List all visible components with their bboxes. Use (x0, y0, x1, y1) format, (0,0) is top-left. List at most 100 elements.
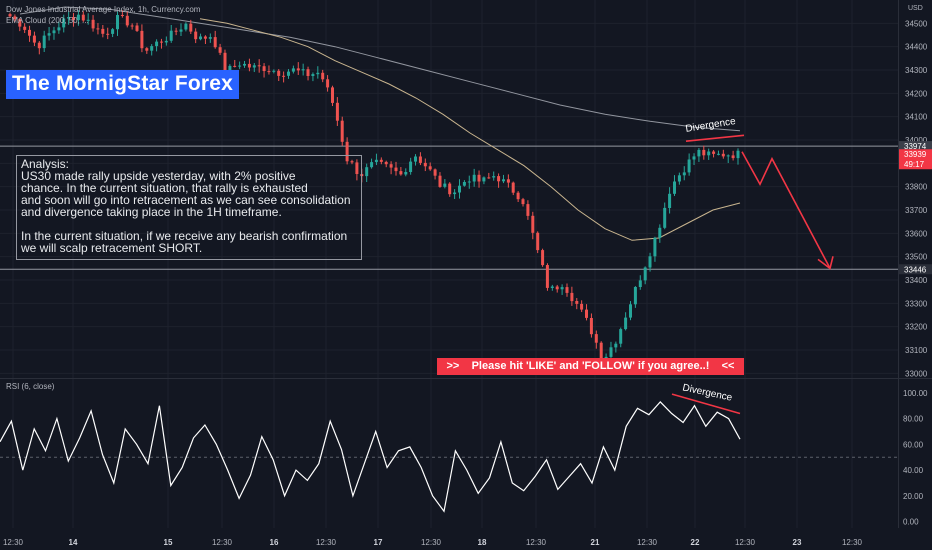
candle-body (155, 41, 159, 47)
candle-body (677, 175, 681, 182)
brand-banner: The MornigStar Forex (6, 70, 240, 99)
candle-body (257, 65, 261, 67)
candle-body (594, 334, 598, 343)
candle-body (106, 33, 110, 35)
projection-path (741, 151, 831, 269)
time-tick-label: 12:30 (316, 538, 337, 547)
price-axis[interactable]: 3450034400343003420034100340003390033800… (899, 19, 932, 527)
candle-body (467, 181, 471, 183)
candle-body (37, 42, 41, 49)
candle-body (492, 176, 496, 178)
candle-body (580, 303, 584, 310)
candle-body (633, 287, 637, 305)
horizontal-levels (0, 145, 898, 270)
price-label-box (899, 264, 932, 275)
rsi-tick-label: 100.00 (903, 389, 928, 398)
candle-body (238, 65, 242, 67)
candle-body (502, 179, 505, 182)
candle-body (531, 215, 535, 233)
candle-body (521, 199, 525, 205)
candle-body (179, 29, 183, 32)
candle-body (589, 318, 593, 335)
candle-body (619, 329, 623, 344)
time-axis[interactable]: 12:30 14 15 12:30 16 12:30 17 12:30 18 12:30 21 12:… (3, 538, 863, 547)
time-tick-label: 12:30 (212, 538, 233, 547)
ema-cloud (19, 6, 741, 241)
price-tick-label: 33100 (905, 346, 928, 355)
candle-body (712, 151, 716, 154)
candle-body (438, 175, 442, 187)
ema50-line (199, 18, 741, 241)
candle-body (731, 155, 735, 159)
candle-body (355, 162, 359, 174)
chart-title: Dow Jones Industrial Average Index, 1h, … (6, 5, 201, 14)
candle-body (370, 162, 374, 168)
candle-body (565, 287, 569, 293)
currency-label: USD (908, 5, 923, 12)
candle-body (472, 174, 476, 182)
price-label-box (899, 141, 932, 152)
like-follow-banner[interactable]: >> Please hit 'LIKE' and 'FOLLOW' if you… (437, 358, 744, 375)
candle-body (462, 182, 466, 186)
candle-body (604, 356, 608, 359)
candle-body (203, 36, 207, 39)
candle-body (384, 161, 388, 165)
price-tick-label: 33500 (905, 253, 928, 262)
candle-body (428, 166, 432, 170)
candle-body (707, 151, 711, 156)
time-tick-label: 16 (270, 538, 279, 547)
candle-body (145, 48, 149, 51)
candle-body (228, 65, 232, 73)
countdown-label: 49:17 (904, 160, 925, 169)
ema200-line (19, 6, 741, 132)
price-tick-label: 33200 (905, 323, 928, 332)
candle-body (213, 37, 217, 48)
price-label-text: 33939 (904, 150, 927, 159)
time-tick-label: 12:30 (421, 538, 442, 547)
candle-body (726, 155, 730, 157)
candle-body (487, 177, 491, 179)
candle-body (629, 304, 632, 318)
candle-body (648, 256, 652, 268)
price-tick-label: 34100 (905, 113, 928, 122)
candle-body (418, 156, 422, 163)
candle-body (23, 26, 27, 30)
candle-body (389, 164, 393, 168)
candle-body (541, 250, 545, 266)
rsi-title: RSI (6, close) (6, 382, 55, 391)
candle-body (262, 66, 266, 71)
candle-body (287, 71, 290, 76)
candle-body (702, 149, 706, 156)
candle-body (692, 156, 696, 160)
candle-body (673, 181, 676, 194)
price-tick-label: 33300 (905, 299, 928, 308)
candle-body (687, 159, 691, 173)
candle-body (101, 28, 105, 34)
candle-body (443, 183, 447, 187)
candle-body (404, 172, 408, 175)
candle-body (72, 17, 75, 20)
rsi-tick-label: 0.00 (903, 518, 919, 527)
candle-body (140, 30, 144, 49)
rsi-tick-label: 60.00 (903, 440, 924, 449)
candle-body (96, 28, 100, 30)
candle-body (409, 161, 413, 172)
candle-body (42, 35, 46, 49)
candle-body (135, 25, 139, 31)
candle-body (125, 15, 129, 26)
rsi-line (0, 401, 741, 513)
candle-body (306, 69, 310, 76)
time-tick-label: 17 (374, 538, 383, 547)
candle-body (721, 153, 725, 157)
candle-body (350, 161, 354, 163)
price-tick-label: 33600 (905, 229, 928, 238)
candle-body (67, 17, 71, 19)
candle-body (208, 37, 212, 39)
time-tick-label: 23 (793, 538, 802, 547)
candle-body (697, 149, 701, 157)
indicator-label: EMA Cloud (200, 50, ... (6, 16, 89, 25)
price-label-text: 33974 (904, 142, 927, 151)
candle-body (111, 29, 115, 34)
price-tick-label: 33000 (905, 369, 928, 378)
